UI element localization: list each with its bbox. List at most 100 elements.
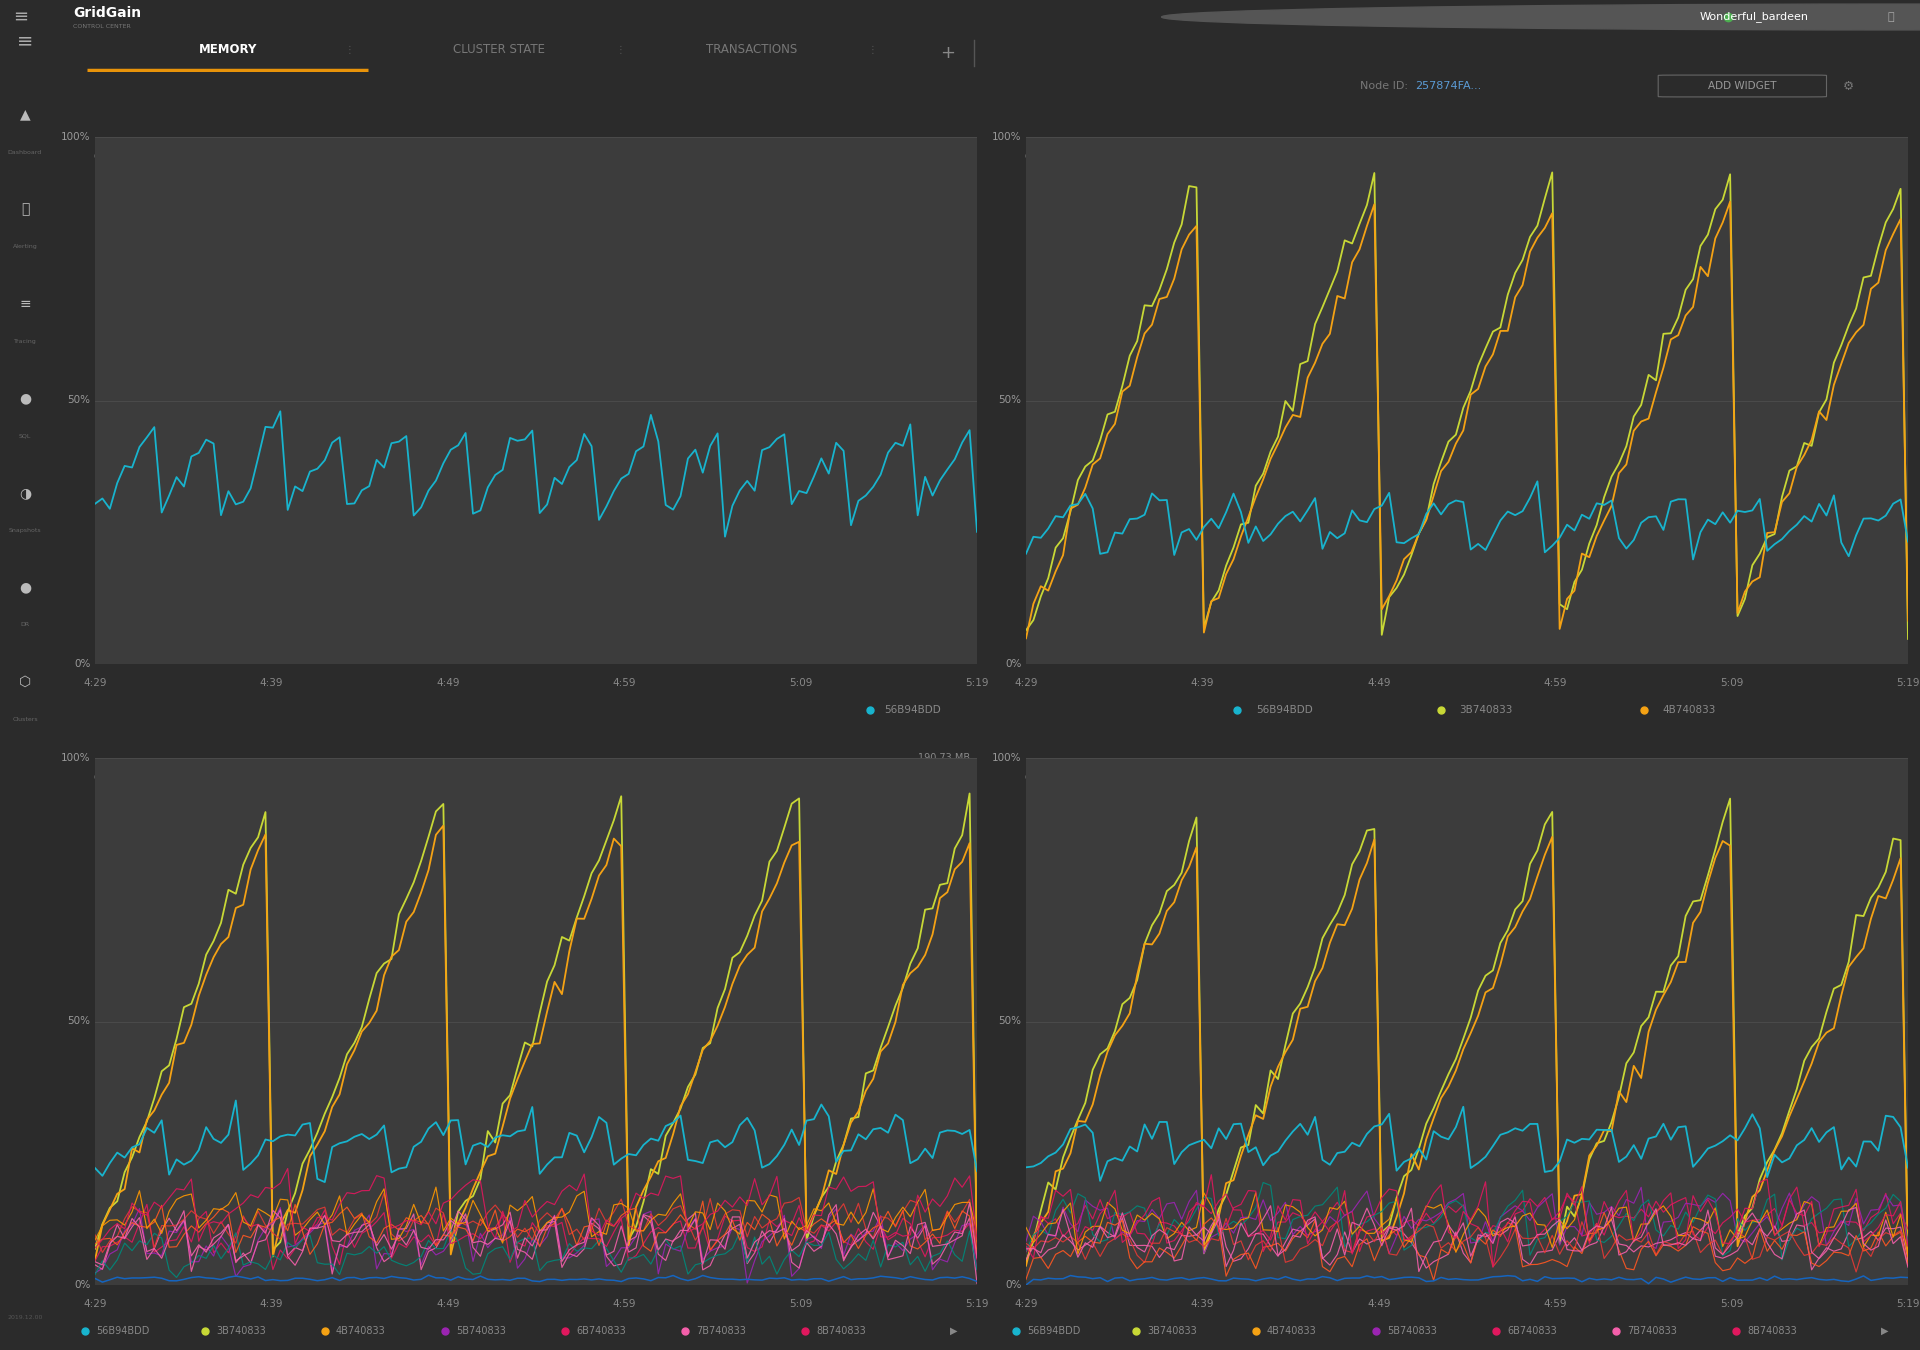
Text: 4:59: 4:59 (1544, 678, 1567, 688)
Text: 8B740833: 8B740833 (1747, 1326, 1797, 1336)
Text: 4:59: 4:59 (1544, 1299, 1567, 1310)
Text: GridGain: GridGain (73, 5, 140, 20)
Text: 4:29: 4:29 (1014, 1299, 1037, 1310)
Text: 5B740833: 5B740833 (457, 1326, 507, 1336)
Text: 4B740833: 4B740833 (336, 1326, 386, 1336)
Text: 4:39: 4:39 (1190, 678, 1213, 688)
Text: ADD WIDGET: ADD WIDGET (1709, 81, 1776, 90)
Text: 3B740833: 3B740833 (215, 1326, 265, 1336)
Text: 4:29: 4:29 (83, 678, 108, 688)
Text: 190.73 MB: 190.73 MB (918, 753, 970, 763)
Text: CPU Load: CPU Load (1025, 771, 1104, 786)
Text: 4:59: 4:59 (612, 678, 636, 688)
Text: 2019.12.00: 2019.12.00 (8, 1315, 42, 1320)
Text: 100%: 100% (993, 132, 1021, 142)
Text: ≡: ≡ (13, 8, 29, 26)
Text: CONTROL CENTER: CONTROL CENTER (73, 24, 131, 28)
Text: ⋮: ⋮ (1884, 150, 1899, 163)
Text: ≡: ≡ (19, 297, 31, 310)
Text: 8B740833: 8B740833 (816, 1326, 866, 1336)
Text: 95.37 MB: 95.37 MB (924, 1256, 970, 1265)
Text: Tracing: Tracing (13, 339, 36, 344)
Text: 4:39: 4:39 (259, 678, 282, 688)
Text: ⋮: ⋮ (344, 45, 353, 55)
Text: 5:19: 5:19 (966, 1299, 989, 1310)
Text: 50%: 50% (67, 396, 90, 405)
Text: 5:09: 5:09 (1720, 1299, 1743, 1310)
Text: 🔔: 🔔 (21, 202, 29, 216)
Text: 50%: 50% (998, 396, 1021, 405)
Text: 4B740833: 4B740833 (1267, 1326, 1317, 1336)
Text: 4:39: 4:39 (259, 1299, 282, 1310)
Text: 4:49: 4:49 (1367, 1299, 1390, 1310)
Text: ●: ● (19, 392, 31, 405)
Text: Snapshots: Snapshots (10, 528, 42, 533)
Text: 56B94BDD: 56B94BDD (96, 1326, 150, 1336)
Text: 50%: 50% (67, 1017, 90, 1026)
Text: 5:19: 5:19 (966, 678, 989, 688)
Text: 7B740833: 7B740833 (697, 1326, 747, 1336)
Text: 100%: 100% (61, 753, 90, 763)
Text: 4:29: 4:29 (83, 1299, 108, 1310)
Text: DR: DR (21, 622, 29, 628)
Text: 7B740833: 7B740833 (1628, 1326, 1678, 1336)
Text: 56B94BDD: 56B94BDD (1027, 1326, 1081, 1336)
Circle shape (1162, 4, 1920, 30)
Text: ▶: ▶ (1880, 1326, 1887, 1336)
Text: 50%: 50% (998, 1017, 1021, 1026)
Text: TRANSACTIONS: TRANSACTIONS (707, 43, 797, 57)
Text: 56B94BDD: 56B94BDD (883, 705, 941, 716)
Text: 100%: 100% (61, 132, 90, 142)
Text: 257874FA...: 257874FA... (1415, 81, 1482, 90)
Text: ⋮: ⋮ (952, 771, 968, 784)
Text: 4:29: 4:29 (1014, 678, 1037, 688)
Text: Clusters: Clusters (12, 717, 38, 722)
Text: MEMORY: MEMORY (198, 43, 257, 57)
Text: CPU Load: CPU Load (94, 771, 173, 786)
Text: 3B740833: 3B740833 (1459, 705, 1513, 716)
Text: 6B740833: 6B740833 (576, 1326, 626, 1336)
Text: 4:59: 4:59 (612, 1299, 636, 1310)
Text: 4:39: 4:39 (1190, 1299, 1213, 1310)
Text: Wonderful_bardeen: Wonderful_bardeen (1699, 12, 1809, 23)
Text: CPU Load: CPU Load (1025, 150, 1104, 165)
Text: ●: ● (19, 580, 31, 594)
Text: 5:09: 5:09 (1720, 678, 1743, 688)
Text: 4:49: 4:49 (436, 1299, 459, 1310)
Text: Node ID:: Node ID: (1359, 81, 1415, 90)
Text: 143.05 MB: 143.05 MB (918, 1017, 970, 1026)
Text: 5:19: 5:19 (1897, 678, 1920, 688)
Text: 100%: 100% (993, 753, 1021, 763)
Text: +: + (941, 45, 954, 62)
Text: 0%: 0% (75, 659, 90, 670)
Text: ⋮: ⋮ (868, 45, 877, 55)
Text: Alerting: Alerting (13, 244, 36, 250)
Text: ⬡: ⬡ (19, 675, 31, 688)
Text: 0%: 0% (1004, 1280, 1021, 1291)
Text: 56B94BDD: 56B94BDD (1256, 705, 1313, 716)
Text: Dashboard: Dashboard (8, 150, 42, 155)
Text: 3B740833: 3B740833 (1146, 1326, 1196, 1336)
Text: 0%: 0% (1004, 659, 1021, 670)
Text: ◑: ◑ (19, 486, 31, 500)
Text: 5:09: 5:09 (789, 678, 812, 688)
Text: 0%: 0% (75, 1280, 90, 1291)
Text: 5:19: 5:19 (1897, 1299, 1920, 1310)
Text: 5:09: 5:09 (789, 1299, 812, 1310)
Text: CLUSTER STATE: CLUSTER STATE (453, 43, 545, 57)
Text: CPU Load: CPU Load (94, 150, 173, 165)
Text: ⋮: ⋮ (616, 45, 626, 55)
Text: ⚙: ⚙ (1843, 80, 1855, 93)
Text: ▲: ▲ (19, 108, 31, 122)
Text: 4:49: 4:49 (1367, 678, 1390, 688)
Text: ⋮: ⋮ (952, 150, 968, 163)
Text: 6B740833: 6B740833 (1507, 1326, 1557, 1336)
Text: 4:49: 4:49 (436, 678, 459, 688)
Text: ≡: ≡ (17, 31, 33, 50)
Text: 👤: 👤 (1887, 12, 1895, 22)
Text: 4B740833: 4B740833 (1663, 705, 1716, 716)
Text: ▶: ▶ (950, 1326, 956, 1336)
Text: SQL: SQL (19, 433, 31, 439)
Text: ⋮: ⋮ (1884, 771, 1899, 784)
Text: 5B740833: 5B740833 (1386, 1326, 1436, 1336)
